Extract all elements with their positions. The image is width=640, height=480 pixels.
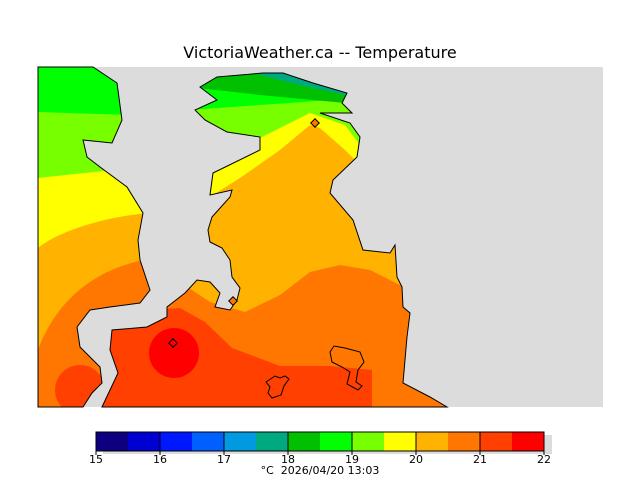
- colorbar-segment: [192, 432, 225, 451]
- colorbar-tick-label: 21: [473, 453, 487, 466]
- colorbar-segment: [288, 432, 321, 451]
- colorbar-tick-label: 16: [153, 453, 167, 466]
- colorbar-tick-label: 15: [89, 453, 103, 466]
- colorbar-segment: [256, 432, 289, 451]
- station-marker[interactable]: [228, 296, 238, 306]
- colorbar-segment: [320, 432, 353, 451]
- colorbar-segment: [512, 432, 545, 451]
- colorbar-footer: °C 2026/04/20 13:03: [0, 464, 640, 477]
- small-island: [265, 375, 290, 399]
- colorbar-tick-label: 17: [217, 453, 231, 466]
- colorbar-segment: [160, 432, 193, 451]
- colorbar-segment: [384, 432, 417, 451]
- colorbar-segment: [96, 432, 129, 451]
- colorbar-segment: [128, 432, 161, 451]
- station-marker[interactable]: [310, 118, 320, 128]
- colorbar-tick-label: 18: [281, 453, 295, 466]
- colorbar: [95, 431, 545, 455]
- colorbar-tick-label: 22: [537, 453, 551, 466]
- colorbar-segment: [224, 432, 257, 451]
- james-island: [329, 345, 365, 391]
- colorbar-tick-label: 20: [409, 453, 423, 466]
- colorbar-segment: [352, 432, 385, 451]
- colorbar-tick-label: 19: [345, 453, 359, 466]
- chart-title: VictoriaWeather.ca -- Temperature: [183, 43, 457, 62]
- colorbar-segment: [480, 432, 513, 451]
- timestamp: 2026/04/20 13:03: [280, 464, 380, 477]
- unit-label: °C: [260, 464, 274, 477]
- colorbar-segment: [416, 432, 449, 451]
- station-marker[interactable]: [168, 338, 178, 348]
- colorbar-segment: [448, 432, 481, 451]
